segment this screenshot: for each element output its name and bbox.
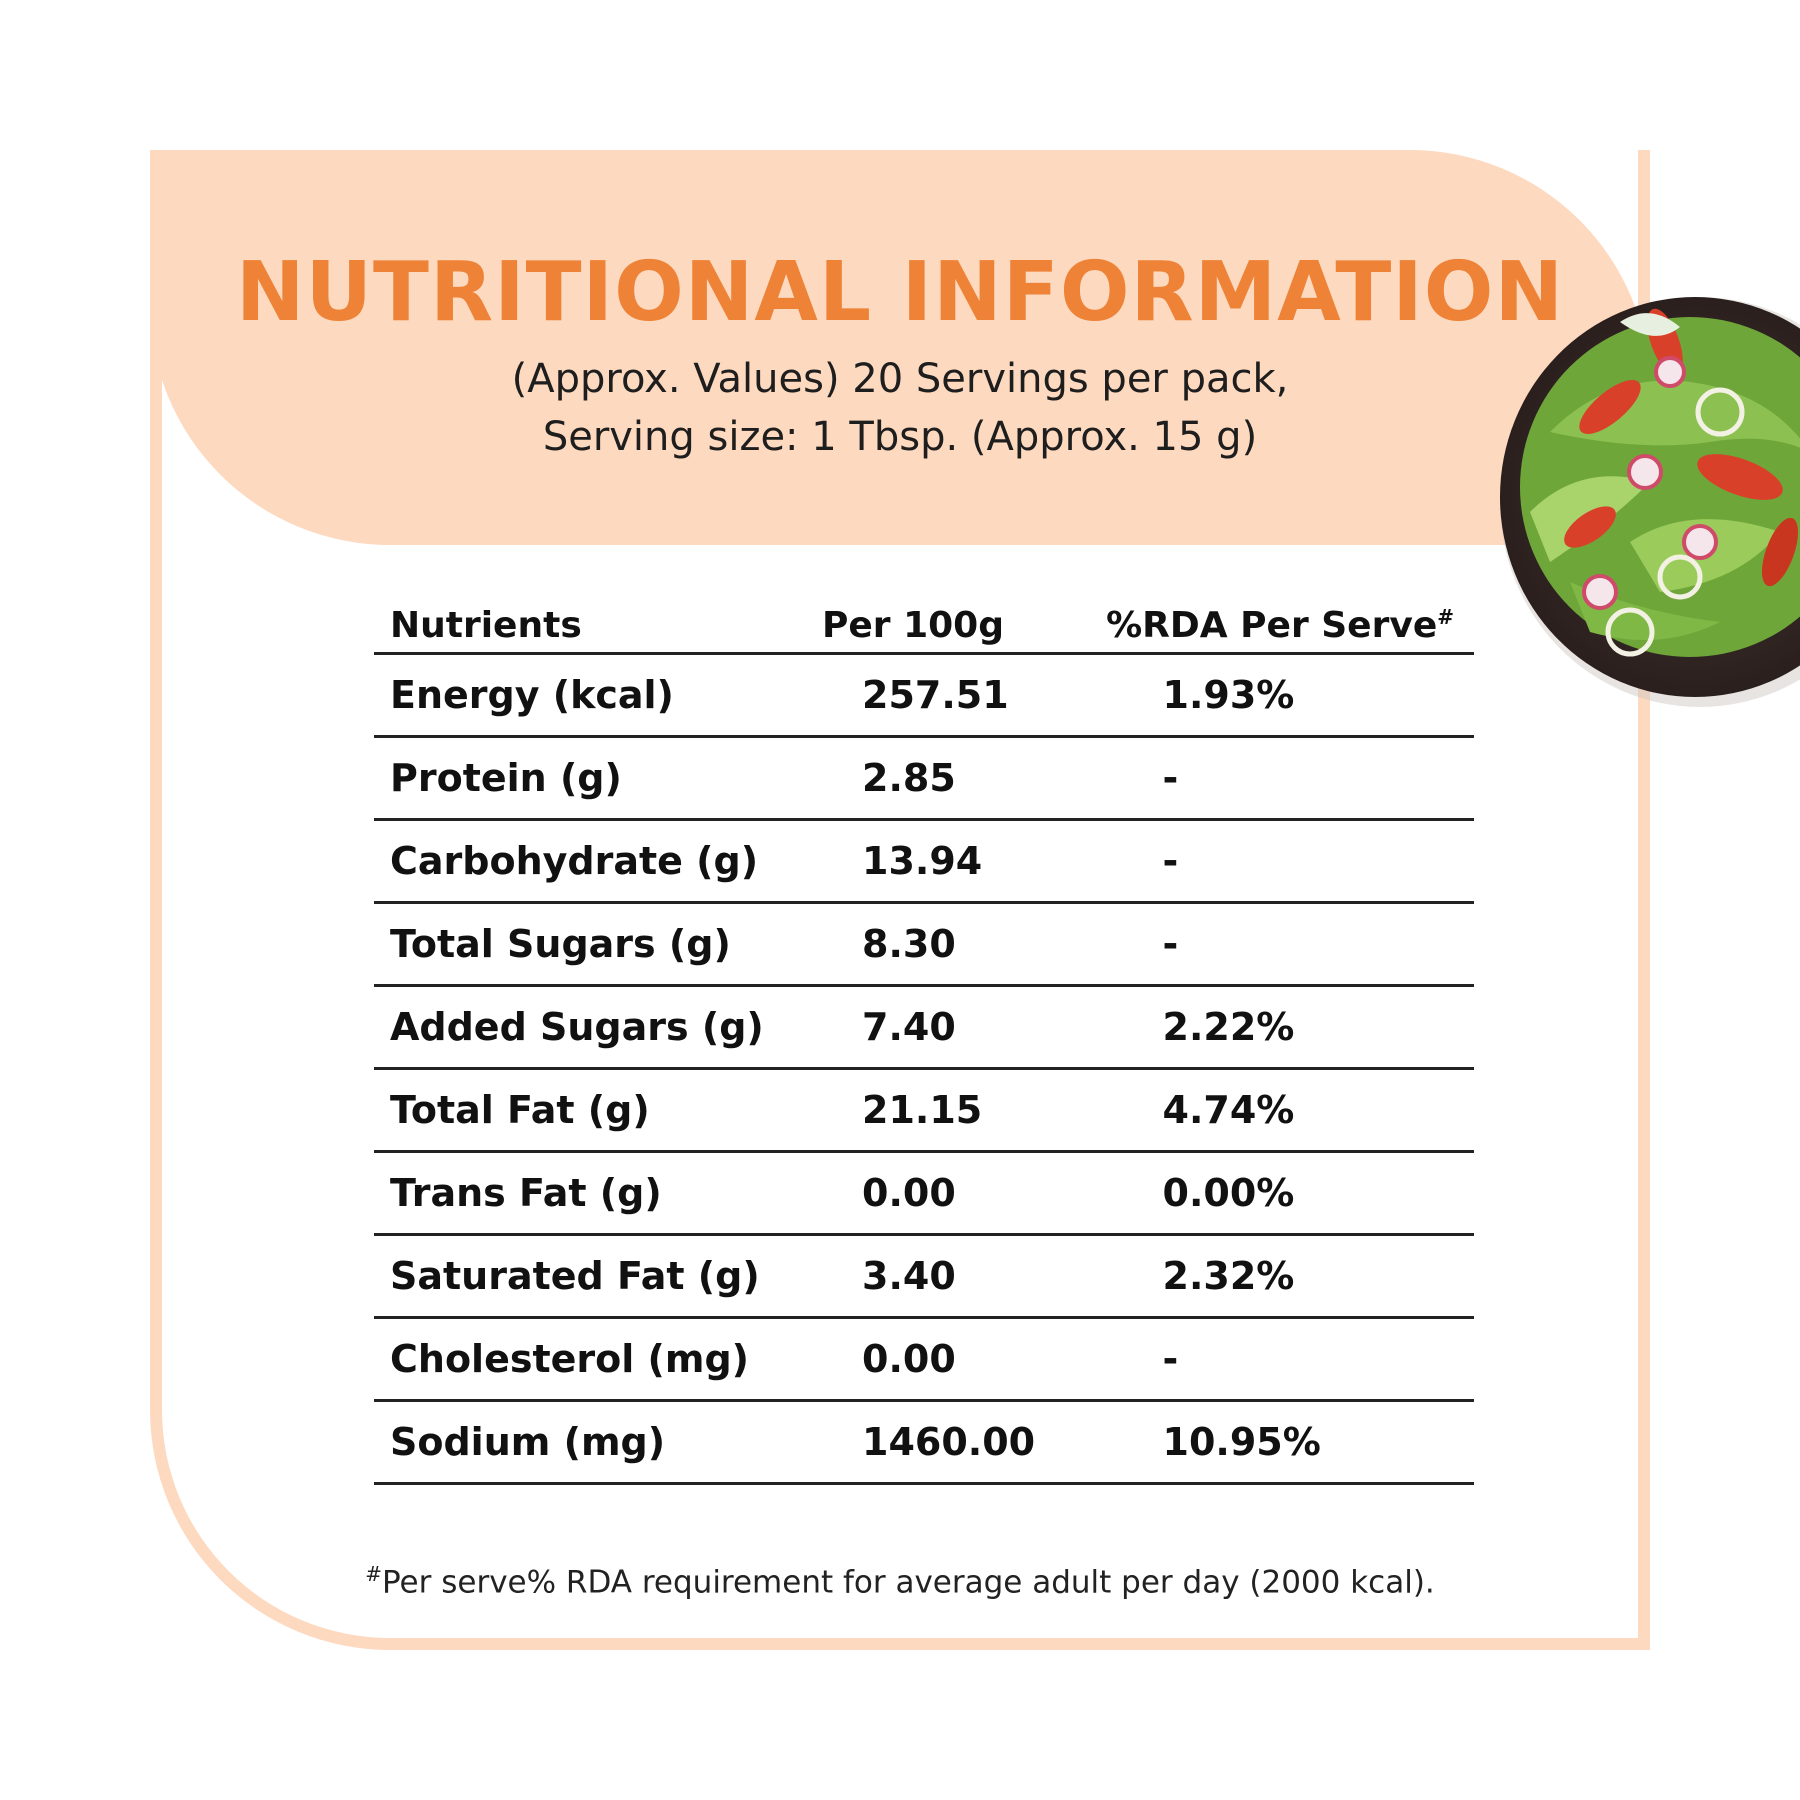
footnote-text: Per serve% RDA requirement for average a…	[381, 1564, 1435, 1601]
footnote-mark: #	[365, 1562, 382, 1586]
table-row: Carbohydrate (g) 13.94-	[374, 819, 1474, 904]
nutrient-rda: 0.00%	[1056, 1151, 1474, 1236]
nutrient-per100g: 7.40	[790, 985, 1057, 1070]
nutrient-name: Protein (g)	[374, 736, 790, 821]
nutrient-name: Total Fat (g)	[374, 1068, 790, 1153]
nutrient-name: Total Sugars (g)	[374, 902, 790, 987]
header-nutrients: Nutrients	[374, 586, 790, 655]
page-title: NUTRITIONAL INFORMATION	[235, 245, 1565, 340]
nutrient-name: Cholesterol (mg)	[374, 1317, 790, 1402]
nutrient-per100g: 0.00	[790, 1317, 1057, 1402]
nutrient-rda: 2.32%	[1056, 1234, 1474, 1319]
nutrient-rda: 10.95%	[1056, 1400, 1474, 1485]
table-row: Sodium (mg) 1460.00 10.95%	[374, 1400, 1474, 1485]
header-nutrients-label: Nutrients	[390, 605, 582, 646]
nutrient-rda: -	[1056, 902, 1474, 987]
nutrient-per100g: 1460.00	[790, 1400, 1057, 1485]
serving-size-info: Serving size: 1 Tbsp. (Approx. 15 g)	[542, 414, 1258, 460]
header-per100g-label: Per 100g	[822, 605, 1005, 646]
table-row: Saturated Fat (g) 3.40 2.32%	[374, 1234, 1474, 1319]
nutrient-per100g: 21.15	[790, 1068, 1057, 1153]
footnote: #Per serve% RDA requirement for average …	[0, 1562, 1800, 1600]
nutrient-rda: 2.22%	[1056, 985, 1474, 1070]
nutrient-rda: 1.93%	[1056, 653, 1474, 738]
nutrient-per100g: 257.51	[790, 653, 1057, 738]
header-rda-label: %RDA Per Serve	[1106, 605, 1438, 646]
nutrient-per100g: 3.40	[790, 1234, 1057, 1319]
table-row: Total Sugars (g) 8.30-	[374, 902, 1474, 987]
nutrient-per100g: 8.30	[790, 902, 1057, 987]
nutrient-name: Saturated Fat (g)	[374, 1234, 790, 1319]
header-banner	[150, 150, 1650, 545]
table-row: Trans Fat (g) 0.00 0.00%	[374, 1151, 1474, 1236]
header-per100g: Per 100g	[790, 586, 1057, 655]
nutrient-rda: 4.74%	[1056, 1068, 1474, 1153]
nutrient-rda: -	[1056, 1317, 1474, 1402]
nutrient-per100g: 2.85	[790, 736, 1057, 821]
header-rda: %RDA Per Serve#	[1056, 586, 1474, 655]
salad-bowl-icon	[1500, 297, 1800, 707]
table-header-row: Nutrients Per 100g %RDA Per Serve#	[374, 586, 1474, 655]
servings-info: (Approx. Values) 20 Servings per pack,	[511, 356, 1289, 402]
nutrient-name: Trans Fat (g)	[374, 1151, 790, 1236]
nutrient-name: Sodium (mg)	[374, 1400, 790, 1485]
header-rda-mark: #	[1437, 605, 1454, 629]
nutrient-rda: -	[1056, 736, 1474, 821]
nutrient-name: Energy (kcal)	[374, 653, 790, 738]
nutrition-table: Nutrients Per 100g %RDA Per Serve# Energ…	[374, 586, 1474, 1485]
nutrient-rda: -	[1056, 819, 1474, 904]
table-row: Cholesterol (mg) 0.00-	[374, 1317, 1474, 1402]
nutrient-name: Added Sugars (g)	[374, 985, 790, 1070]
table-row: Total Fat (g) 21.15 4.74%	[374, 1068, 1474, 1153]
nutrient-per100g: 0.00	[790, 1151, 1057, 1236]
nutrient-name: Carbohydrate (g)	[374, 819, 790, 904]
nutrient-per100g: 13.94	[790, 819, 1057, 904]
table-row: Protein (g) 2.85-	[374, 736, 1474, 821]
table-row: Added Sugars (g) 7.40 2.22%	[374, 985, 1474, 1070]
table-row: Energy (kcal) 257.51 1.93%	[374, 653, 1474, 738]
